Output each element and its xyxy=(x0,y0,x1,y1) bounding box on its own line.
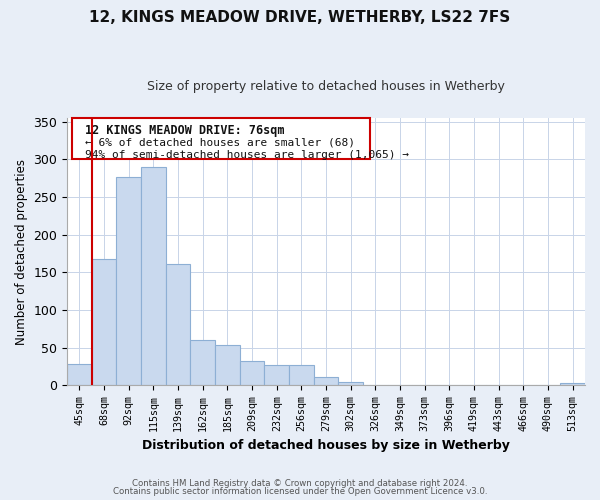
Bar xyxy=(215,344,240,386)
X-axis label: Distribution of detached houses by size in Wetherby: Distribution of detached houses by size … xyxy=(142,440,510,452)
Bar xyxy=(338,382,363,386)
Bar xyxy=(363,384,388,386)
Bar xyxy=(289,365,314,386)
Y-axis label: Number of detached properties: Number of detached properties xyxy=(15,158,28,344)
Bar xyxy=(141,167,166,386)
Bar xyxy=(314,377,338,386)
Text: Contains HM Land Registry data © Crown copyright and database right 2024.: Contains HM Land Registry data © Crown c… xyxy=(132,478,468,488)
Bar xyxy=(462,384,487,386)
Bar xyxy=(388,384,412,386)
Text: 12 KINGS MEADOW DRIVE: 76sqm: 12 KINGS MEADOW DRIVE: 76sqm xyxy=(85,124,285,138)
Bar xyxy=(67,364,92,386)
Text: 12, KINGS MEADOW DRIVE, WETHERBY, LS22 7FS: 12, KINGS MEADOW DRIVE, WETHERBY, LS22 7… xyxy=(89,10,511,25)
Bar xyxy=(166,264,190,386)
Text: ← 6% of detached houses are smaller (68): ← 6% of detached houses are smaller (68) xyxy=(85,138,355,147)
Bar xyxy=(265,365,289,386)
Bar xyxy=(92,259,116,386)
Bar xyxy=(560,383,585,386)
Text: 94% of semi-detached houses are larger (1,065) →: 94% of semi-detached houses are larger (… xyxy=(85,150,409,160)
Title: Size of property relative to detached houses in Wetherby: Size of property relative to detached ho… xyxy=(147,80,505,93)
Bar xyxy=(116,176,141,386)
Bar xyxy=(240,360,265,386)
FancyBboxPatch shape xyxy=(73,118,370,160)
Text: Contains public sector information licensed under the Open Government Licence v3: Contains public sector information licen… xyxy=(113,487,487,496)
Bar xyxy=(412,384,437,386)
Bar xyxy=(190,340,215,386)
